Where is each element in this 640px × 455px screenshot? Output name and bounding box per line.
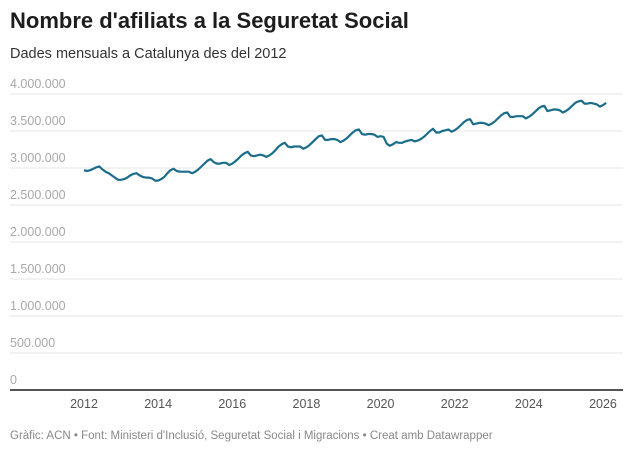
x-tick-label: 2024 bbox=[515, 397, 543, 411]
series-line-afiliats bbox=[83, 99, 607, 182]
x-tick-label: 2022 bbox=[441, 397, 469, 411]
x-tick-label: 2016 bbox=[218, 397, 246, 411]
chart-title: Nombre d'afiliats a la Seguretat Social bbox=[10, 8, 409, 33]
y-tick-label: 3.000.000 bbox=[10, 151, 66, 165]
y-tick-label: 2.000.000 bbox=[10, 225, 66, 239]
y-tick-label: 4.000.000 bbox=[10, 77, 66, 91]
y-tick-label: 3.500.000 bbox=[10, 114, 66, 128]
y-tick-label: 1.500.000 bbox=[10, 262, 66, 276]
x-tick-label: 2026 bbox=[589, 397, 617, 411]
chart-footer: Gràfic: ACN • Font: Ministeri d'Inclusió… bbox=[10, 430, 493, 442]
chart-subtitle: Dades mensuals a Catalunya des del 2012 bbox=[10, 46, 287, 62]
y-tick-label: 500.000 bbox=[10, 336, 55, 350]
x-tick-label: 2012 bbox=[70, 397, 98, 411]
y-tick-label: 0 bbox=[10, 373, 17, 387]
y-tick-label: 1.000.000 bbox=[10, 299, 66, 313]
x-tick-label: 2018 bbox=[293, 397, 321, 411]
y-tick-label: 2.500.000 bbox=[10, 188, 66, 202]
x-tick-label: 2020 bbox=[367, 397, 395, 411]
x-tick-label: 2014 bbox=[144, 397, 172, 411]
